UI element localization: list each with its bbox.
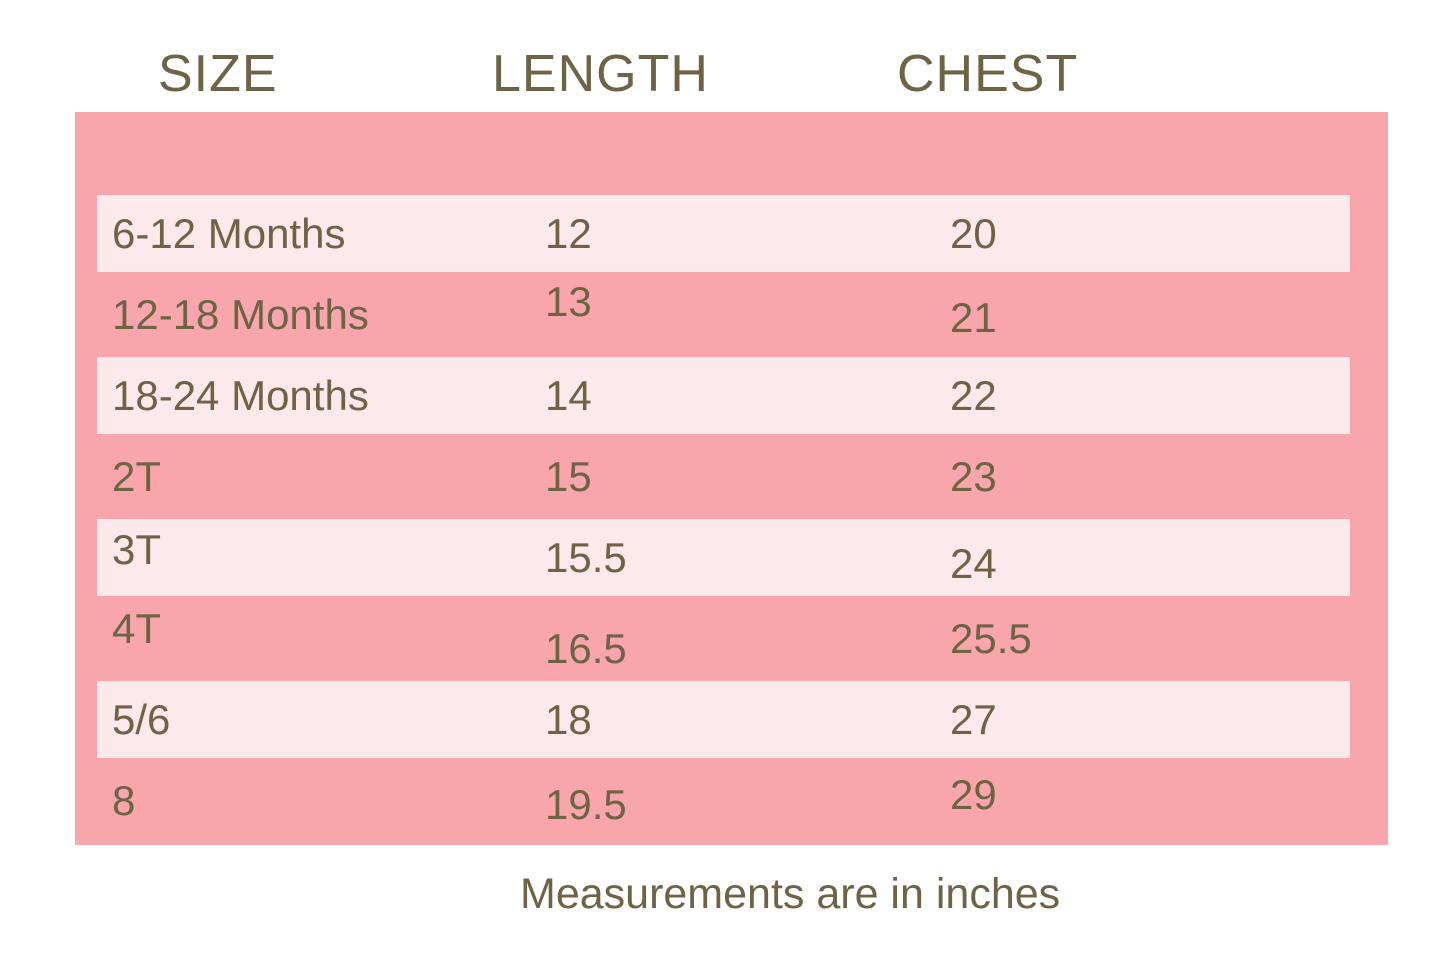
table-row: 2T 15 23	[75, 434, 1388, 519]
size-value: 5/6	[112, 695, 171, 743]
table-row: 12-18 Months 13 21	[75, 272, 1388, 357]
chest-value: 24	[950, 539, 997, 587]
length-value: 15.5	[545, 533, 627, 581]
table-row: 18-24 Months 14 22	[97, 357, 1350, 434]
chest-value: 22	[950, 371, 997, 419]
chest-value: 21	[950, 293, 997, 341]
column-header-chest: CHEST	[897, 45, 1079, 103]
size-value: 12-18 Months	[112, 290, 369, 338]
table-row: 6-12 Months 12 20	[97, 195, 1350, 272]
chest-value: 23	[950, 452, 997, 500]
measurements-note: Measurements are in inches	[520, 870, 1061, 918]
size-value: 3T	[112, 525, 162, 573]
chest-value: 27	[950, 695, 997, 743]
length-value: 15	[545, 452, 592, 500]
column-header-size: SIZE	[158, 45, 278, 103]
chest-value: 20	[950, 209, 997, 257]
size-value: 4T	[112, 604, 162, 652]
table-row: 5/6 18 27	[97, 681, 1350, 758]
length-value: 18	[545, 695, 592, 743]
chest-value: 25.5	[950, 614, 1032, 662]
size-value: 2T	[112, 452, 162, 500]
column-header-length: LENGTH	[492, 45, 709, 103]
table-row: 3T 15.5 24	[97, 519, 1350, 596]
length-value: 12	[545, 209, 592, 257]
chest-value: 29	[950, 770, 997, 818]
table-row: 8 19.5 29	[75, 758, 1388, 843]
table-row: 4T 16.5 25.5	[75, 596, 1388, 681]
size-chart-panel: 6-12 Months 12 20 12-18 Months 13 21 18-…	[75, 112, 1388, 845]
length-value: 13	[545, 277, 592, 325]
length-value: 16.5	[545, 624, 627, 672]
size-value: 6-12 Months	[112, 209, 346, 257]
length-value: 19.5	[545, 780, 627, 828]
size-value: 8	[112, 776, 136, 824]
length-value: 14	[545, 371, 592, 419]
size-value: 18-24 Months	[112, 371, 369, 419]
